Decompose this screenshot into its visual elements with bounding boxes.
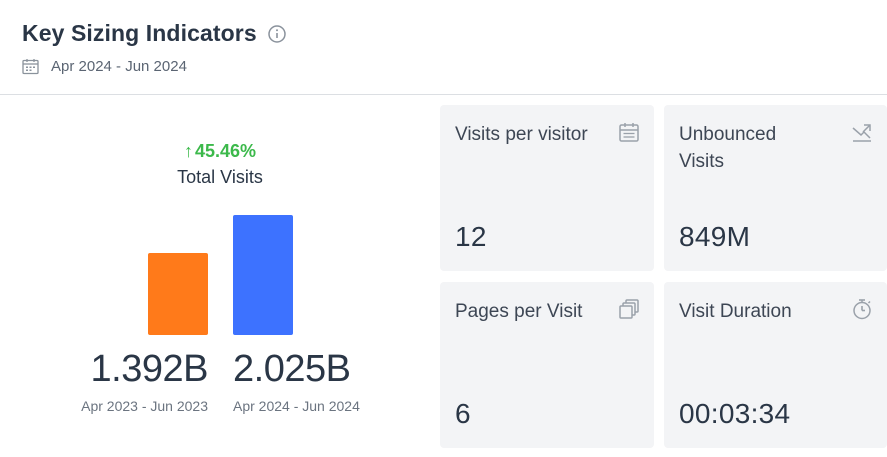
info-icon[interactable] [267, 24, 286, 43]
title-row: Key Sizing Indicators [22, 20, 887, 47]
calendar-icon [22, 58, 39, 75]
card-visit-duration: Visit Duration 00:03:34 [664, 282, 887, 448]
card-label: Pages per Visit [455, 301, 583, 322]
card-visits-per-visitor: Visits per visitor 12 [440, 105, 654, 271]
chart-bar-current[interactable] [233, 215, 293, 335]
page-title: Key Sizing Indicators [22, 20, 257, 46]
widget-header: Key Sizing Indicators Apr 2024 - J [22, 20, 887, 75]
header-divider [0, 94, 887, 95]
card-unbounced-visits: Unbounced Visits 849M [664, 105, 887, 271]
card-label: Visit Duration [679, 301, 792, 322]
arrow-up-icon: ↑ [183, 141, 193, 161]
previous-total-value: 1.392B [90, 348, 209, 390]
chart-bar-previous[interactable] [148, 253, 208, 335]
card-pages-per-visit: Pages per Visit 6 [440, 282, 654, 448]
previous-period-label: Apr 2023 - Jun 2023 [81, 398, 208, 414]
calendar-icon [618, 121, 640, 143]
total-visits-label: Total Visits [177, 167, 263, 187]
current-total-value: 2.025B [233, 348, 351, 390]
trend-arrow-icon [851, 121, 873, 143]
current-period-label: Apr 2024 - Jun 2024 [233, 398, 360, 414]
growth-indicator: ↑ 45.46% [0, 141, 440, 162]
card-value: 6 [455, 398, 471, 429]
total-visits-panel: ↑ 45.46% Total Visits 1.392B 2.025B Apr 2… [0, 95, 440, 457]
stopwatch-icon [851, 298, 873, 320]
card-label: Unbounced Visits [679, 124, 777, 172]
card-value: 12 [455, 221, 487, 252]
date-range: Apr 2024 - Jun 2024 [51, 58, 187, 75]
card-value: 00:03:34 [679, 398, 791, 429]
card-value: 849M [679, 221, 751, 252]
card-label: Visits per visitor [455, 124, 588, 145]
date-row: Apr 2024 - Jun 2024 [22, 58, 887, 75]
growth-value: 45.46% [194, 141, 257, 161]
pages-icon [618, 298, 640, 320]
